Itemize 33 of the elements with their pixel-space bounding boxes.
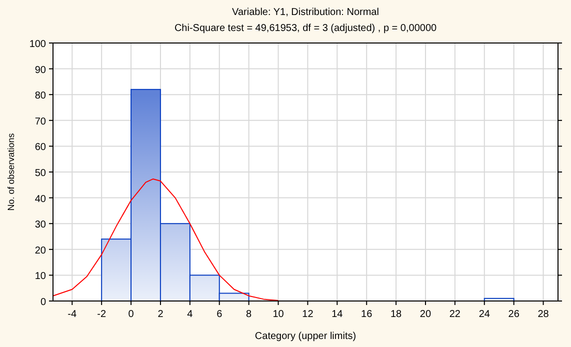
x-tick-label: -2 xyxy=(97,309,106,320)
x-tick-label: 8 xyxy=(246,309,252,320)
x-tick-label: 12 xyxy=(302,309,314,320)
y-tick-label: 10 xyxy=(34,271,46,282)
y-tick-label: 80 xyxy=(34,90,46,102)
y-tick-label: 30 xyxy=(34,220,46,231)
x-tick-label: 0 xyxy=(128,309,134,320)
chart-subtitle: Chi-Square test = 49,61953, df = 3 (adjusted) , p = 0,00000 xyxy=(174,23,437,34)
x-axis-title: Category (upper limits) xyxy=(254,331,356,342)
x-tick-label: 24 xyxy=(478,309,490,320)
x-tick-label: 18 xyxy=(390,309,402,320)
x-tick-label: 28 xyxy=(538,309,550,320)
x-tick-label: 6 xyxy=(216,309,223,320)
x-tick-label: 26 xyxy=(508,309,520,320)
chart-title: Variable: Y1, Distribution: Normal xyxy=(232,7,379,18)
y-tick-label: 60 xyxy=(34,142,46,154)
y-tick-label: 40 xyxy=(34,194,46,205)
y-tick-label: 50 xyxy=(34,168,46,179)
y-tick-label: 70 xyxy=(34,116,46,128)
y-axis-title: No. of observations xyxy=(6,132,16,211)
y-tick-label: 0 xyxy=(40,297,46,308)
y-tick-label: 100 xyxy=(29,39,46,50)
x-tick-label: 22 xyxy=(449,309,461,320)
y-tick-label: 90 xyxy=(34,64,46,76)
x-tick-label: 16 xyxy=(361,309,373,320)
x-tick-label: 10 xyxy=(272,309,284,320)
x-tick-label: 4 xyxy=(187,309,194,320)
x-tick-label: 2 xyxy=(158,309,164,320)
line-series xyxy=(52,178,279,301)
x-tick-label: -4 xyxy=(68,309,78,320)
x-tick-label: 14 xyxy=(332,309,344,320)
x-tick-label: 20 xyxy=(420,309,432,320)
y-tick-label: 20 xyxy=(34,245,46,256)
